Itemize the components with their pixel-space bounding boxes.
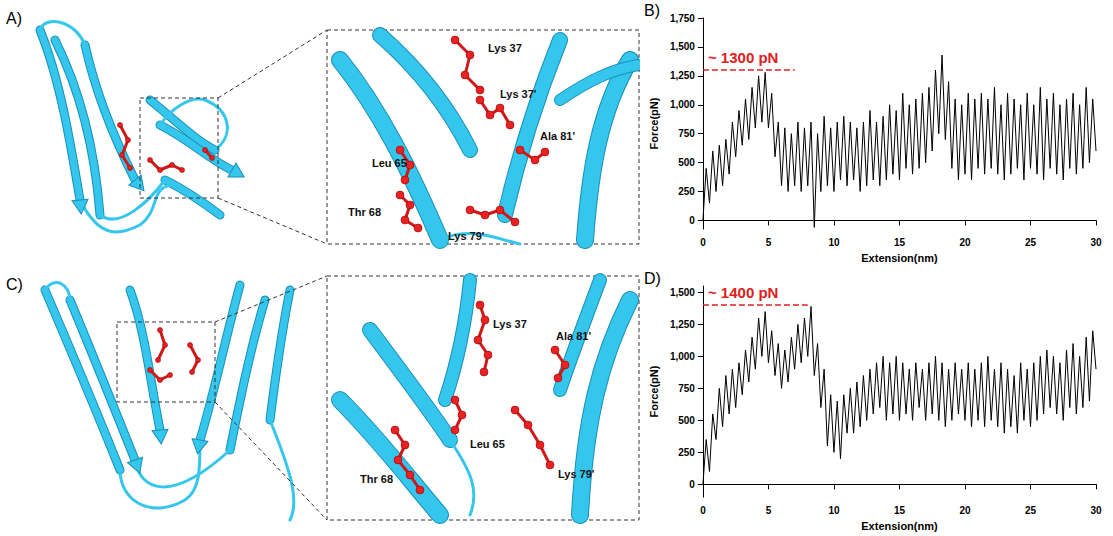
- svg-text:250: 250: [678, 186, 695, 197]
- svg-text:1,000: 1,000: [670, 351, 695, 362]
- svg-text:20: 20: [959, 237, 971, 248]
- svg-text:30: 30: [1090, 237, 1102, 248]
- svg-text:5: 5: [766, 505, 772, 516]
- svg-text:Ala 81': Ala 81': [556, 330, 591, 342]
- svg-text:Extension(nm): Extension(nm): [861, 252, 938, 264]
- svg-text:Lys 79': Lys 79': [448, 230, 485, 242]
- svg-text:20: 20: [959, 505, 971, 516]
- svg-text:Leu 65: Leu 65: [470, 438, 505, 450]
- svg-text:5: 5: [766, 237, 772, 248]
- svg-text:Thr 68: Thr 68: [360, 473, 393, 485]
- svg-text:Lys 37': Lys 37': [500, 88, 537, 100]
- svg-text:25: 25: [1025, 237, 1037, 248]
- svg-text:Ala 81': Ala 81': [540, 130, 575, 142]
- svg-text:0: 0: [700, 505, 706, 516]
- svg-text:~ 1400 pN: ~ 1400 pN: [708, 284, 778, 301]
- svg-text:0: 0: [700, 237, 706, 248]
- svg-text:1,250: 1,250: [670, 70, 695, 81]
- svg-text:Leu 65: Leu 65: [372, 157, 407, 169]
- html-text:B): B): [644, 2, 660, 19]
- html-text:D): D): [644, 270, 661, 287]
- svg-text:500: 500: [678, 157, 695, 168]
- svg-text:1,000: 1,000: [670, 99, 695, 110]
- svg-text:15: 15: [894, 237, 906, 248]
- svg-text:0: 0: [689, 479, 695, 490]
- svg-text:Lys 79': Lys 79': [558, 468, 595, 480]
- svg-text:Force(pN): Force(pN): [648, 365, 660, 417]
- svg-text:Thr 68: Thr 68: [348, 206, 381, 218]
- svg-text:10: 10: [828, 505, 840, 516]
- svg-text:Lys 37: Lys 37: [488, 42, 522, 54]
- svg-text:Lys 37: Lys 37: [493, 318, 527, 330]
- html-text:C): C): [6, 276, 23, 293]
- svg-text:1,500: 1,500: [670, 41, 695, 52]
- svg-text:500: 500: [678, 415, 695, 426]
- svg-text:15: 15: [894, 505, 906, 516]
- svg-text:Force(pN): Force(pN): [648, 97, 660, 149]
- svg-text:750: 750: [678, 128, 695, 139]
- svg-text:25: 25: [1025, 505, 1037, 516]
- svg-text:750: 750: [678, 383, 695, 394]
- svg-text:Extension(nm): Extension(nm): [861, 520, 938, 532]
- svg-text:0: 0: [689, 215, 695, 226]
- svg-text:30: 30: [1090, 505, 1102, 516]
- svg-text:1,750: 1,750: [670, 13, 695, 24]
- svg-text:1,500: 1,500: [670, 287, 695, 298]
- svg-text:1,250: 1,250: [670, 319, 695, 330]
- svg-text:~ 1300 pN: ~ 1300 pN: [708, 49, 778, 66]
- svg-text:250: 250: [678, 447, 695, 458]
- svg-text:10: 10: [828, 237, 840, 248]
- html-text:A): A): [6, 10, 22, 27]
